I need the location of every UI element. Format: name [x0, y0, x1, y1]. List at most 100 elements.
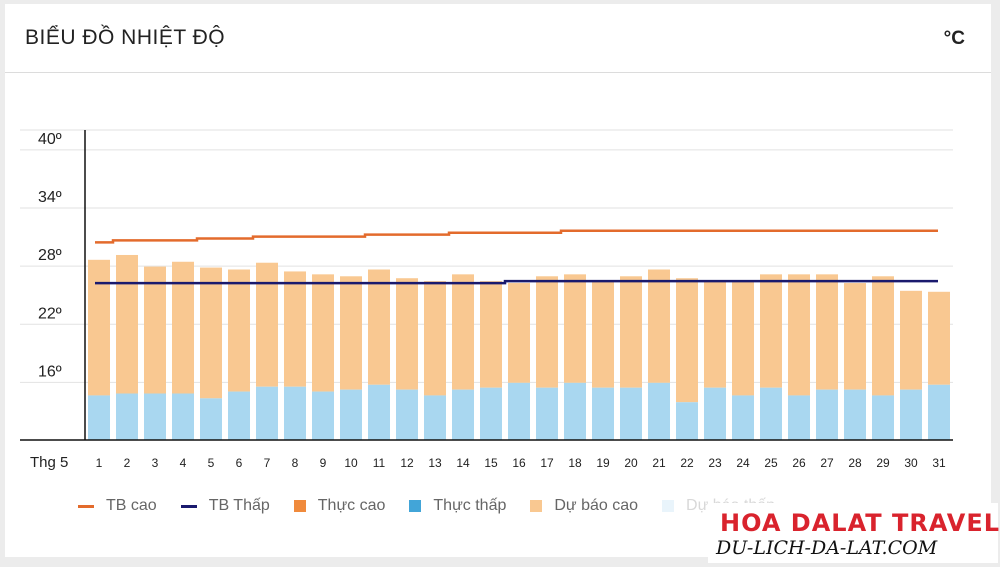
forecast-high-bar	[676, 278, 698, 403]
x-tick-label: 25	[764, 456, 778, 470]
forecast-low-bar	[452, 389, 474, 440]
x-tick-label: 9	[320, 456, 327, 470]
legend-label: Thực cao	[317, 497, 386, 514]
legend-item[interactable]: Thực cao	[293, 497, 386, 515]
forecast-low-bar	[256, 386, 278, 440]
forecast-high-bar	[116, 254, 138, 394]
forecast-low-bar	[760, 387, 782, 440]
x-tick-label: 24	[736, 456, 750, 470]
forecast-high-bar	[256, 262, 278, 387]
x-tick-label: 26	[792, 456, 806, 470]
y-tick-label: 34º	[38, 189, 62, 206]
x-tick-label: 21	[652, 456, 666, 470]
legend-item[interactable]: Dự báo cao	[530, 497, 638, 515]
legend-item[interactable]: TB cao	[78, 497, 157, 515]
forecast-low-bar	[88, 395, 110, 440]
forecast-high-bar	[788, 274, 810, 396]
x-tick-label: 5	[208, 456, 215, 470]
forecast-high-bar	[844, 283, 866, 390]
x-tick-label: 31	[932, 456, 946, 470]
forecast-high-bar	[816, 274, 838, 390]
forecast-high-bar	[144, 266, 166, 394]
forecast-low-bar	[144, 393, 166, 440]
x-tick-label: 11	[373, 456, 386, 470]
forecast-low-bar	[368, 384, 390, 440]
forecast-high-bar	[424, 281, 446, 396]
forecast-high-bar	[928, 291, 950, 385]
forecast-high-bar	[200, 267, 222, 399]
chart-title: BIỂU ĐỒ NHIỆT ĐỘ	[25, 26, 226, 49]
forecast-low-bar	[200, 398, 222, 440]
chart-legend: TB cao TB Thấp Thực cao Thực thấp Dự báo cao…	[78, 497, 799, 515]
x-tick-label: 22	[680, 456, 694, 470]
legend-swatch	[180, 504, 197, 508]
forecast-low-bar	[564, 382, 586, 440]
forecast-high-bar	[732, 281, 754, 396]
chart-header: BIỂU ĐỒ NHIỆT ĐỘ °C	[5, 4, 991, 73]
y-tick-label: 22º	[38, 305, 62, 322]
forecast-low-bar	[340, 389, 362, 440]
forecast-low-bar	[900, 389, 922, 440]
forecast-low-bar	[424, 395, 446, 440]
forecast-low-bar	[648, 382, 670, 440]
forecast-low-bar	[508, 382, 530, 440]
forecast-high-bar	[228, 269, 250, 392]
x-tick-label: 17	[540, 456, 554, 470]
forecast-high-bar	[564, 274, 586, 383]
forecast-high-bar	[536, 276, 558, 388]
avg-high-line	[95, 229, 938, 244]
forecast-high-bar	[648, 269, 670, 383]
x-tick-label: 18	[568, 456, 582, 470]
avg-low-line	[95, 279, 938, 285]
x-tick-label: 10	[344, 456, 358, 470]
forecast-low-bar	[704, 387, 726, 440]
x-tick-label: 15	[484, 456, 498, 470]
forecast-high-bar	[900, 290, 922, 390]
x-tick-label: 19	[596, 456, 610, 470]
legend-swatch	[662, 500, 675, 512]
forecast-high-bar	[760, 274, 782, 388]
x-tick-label: 8	[292, 456, 299, 470]
x-tick-label: 16	[512, 456, 526, 470]
x-tick-label: 23	[708, 456, 722, 470]
forecast-low-bar	[732, 395, 754, 440]
x-tick-label: 12	[400, 456, 414, 470]
legend-swatch	[409, 500, 422, 512]
forecast-low-bar	[536, 387, 558, 440]
x-axis-prefix: Thg 5	[30, 454, 68, 471]
x-tick-label: 30	[904, 456, 918, 470]
forecast-high-bar	[368, 269, 390, 385]
y-tick-label: 40º	[38, 131, 62, 148]
forecast-low-bar	[620, 387, 642, 440]
x-tick-label: 3	[152, 456, 159, 470]
x-tick-label: 27	[820, 456, 834, 470]
x-tick-label: 29	[876, 456, 890, 470]
x-tick-label: 6	[236, 456, 243, 470]
forecast-low-bar	[480, 387, 502, 440]
forecast-high-bar	[508, 283, 530, 383]
forecast-low-bar	[116, 393, 138, 440]
forecast-high-bar	[452, 274, 474, 390]
legend-label: TB Thấp	[208, 497, 270, 514]
x-tick-label: 7	[264, 456, 271, 470]
legend-swatch	[530, 500, 543, 512]
legend-item[interactable]: TB Thấp	[180, 497, 270, 515]
forecast-high-bar	[592, 281, 614, 388]
watermark-url: DU-LICH-DA-LAT.COM	[716, 537, 938, 559]
legend-swatch	[78, 504, 94, 508]
forecast-low-bar	[228, 391, 250, 440]
forecast-low-bar	[788, 395, 810, 440]
forecast-high-bar	[480, 281, 502, 388]
forecast-high-bar	[312, 274, 334, 392]
x-tick-label: 2	[124, 456, 131, 470]
y-tick-label: 16º	[38, 363, 62, 380]
forecast-low-bar	[172, 393, 194, 440]
legend-item[interactable]: Thực thấp	[409, 497, 506, 515]
x-tick-label: 28	[848, 456, 862, 470]
legend-label: Dự báo cao	[554, 497, 639, 514]
legend-label: TB cao	[106, 497, 157, 514]
watermark-title: HOA DALAT TRAVEL	[720, 509, 1000, 537]
forecast-low-bar	[284, 386, 306, 440]
forecast-high-bar	[396, 278, 418, 390]
